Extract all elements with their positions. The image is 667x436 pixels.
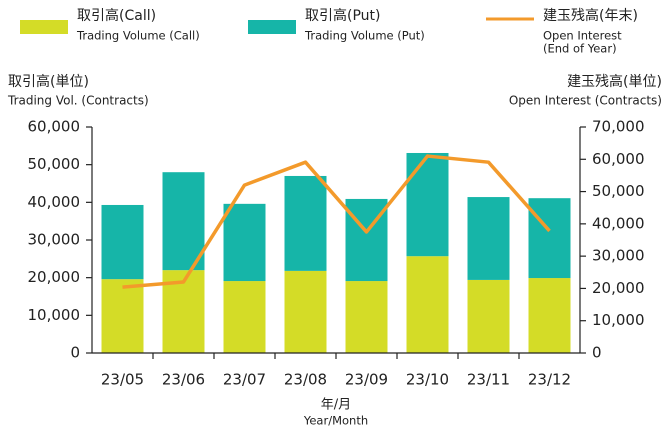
bar (162, 172, 205, 271)
bar (406, 256, 449, 353)
y2-tick-label: 0 (592, 344, 602, 362)
y2-tick-label: 60,000 (592, 150, 645, 168)
legend-label: 取引高(Put) (305, 7, 380, 24)
bar (345, 281, 388, 353)
y-tick-label: 10,000 (28, 306, 81, 324)
bar (284, 175, 327, 271)
bar (223, 281, 266, 353)
y-axis-subtitle: Trading Vol. (Contracts) (7, 94, 149, 108)
y-tick-label: 60,000 (28, 118, 81, 136)
bar (406, 152, 449, 257)
y2-axis-title: 建玉残高(単位) (567, 73, 662, 90)
legend-swatch (248, 20, 296, 34)
y-tick-label: 40,000 (28, 193, 81, 211)
y-tick-label: 20,000 (28, 268, 81, 286)
bar (467, 279, 510, 353)
bar (101, 279, 144, 353)
y2-tick-label: 40,000 (592, 214, 645, 232)
x-tick-label: 23/12 (528, 371, 571, 389)
bar (223, 203, 266, 282)
y-tick-label: 0 (70, 344, 80, 362)
legend-sublabel: Trading Volume (Call) (76, 29, 200, 43)
x-tick-label: 23/06 (162, 371, 205, 389)
x-tick-label: 23/11 (467, 371, 510, 389)
legend-sublabel: Trading Volume (Put) (304, 29, 425, 43)
y2-tick-label: 20,000 (592, 279, 645, 297)
x-axis-title: 年/月 (321, 398, 351, 413)
legend-swatch (20, 20, 68, 34)
x-tick-label: 23/10 (406, 371, 449, 389)
bar (101, 204, 144, 280)
y-axis-title: 取引高(単位) (8, 73, 89, 90)
y2-tick-label: 50,000 (592, 182, 645, 200)
legend-sublabel: Open Interest (543, 29, 622, 43)
y2-axis-subtitle: Open Interest (Contracts) (509, 94, 662, 108)
y2-tick-label: 30,000 (592, 247, 645, 265)
y-tick-label: 30,000 (28, 231, 81, 249)
legend-label: 建玉残高(年末) (543, 7, 638, 24)
y2-tick-label: 70,000 (592, 118, 645, 136)
legend-sublabel: (End of Year) (543, 42, 617, 56)
bar (467, 197, 510, 280)
x-axis-subtitle: Year/Month (303, 414, 368, 428)
x-tick-label: 23/08 (284, 371, 327, 389)
bar (528, 198, 571, 279)
y2-tick-label: 10,000 (592, 311, 645, 329)
x-tick-label: 23/05 (101, 371, 144, 389)
line (122, 154, 551, 289)
x-tick-label: 23/07 (223, 371, 266, 389)
bar (528, 278, 571, 353)
y-tick-label: 50,000 (28, 155, 81, 173)
x-tick-label: 23/09 (345, 371, 388, 389)
bar (284, 270, 327, 353)
legend-label: 取引高(Call) (77, 7, 156, 24)
